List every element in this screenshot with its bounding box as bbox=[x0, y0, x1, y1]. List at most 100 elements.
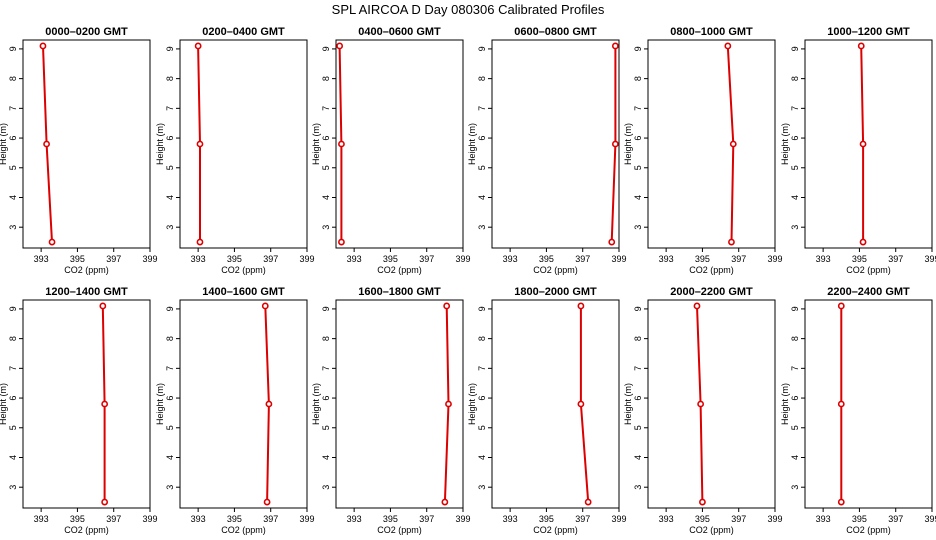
y-tick-label: 6 bbox=[633, 136, 643, 141]
y-tick-label: 9 bbox=[477, 46, 487, 51]
panel-title: 0600–0800 GMT bbox=[514, 26, 597, 38]
y-tick-label: 8 bbox=[8, 336, 18, 341]
data-point bbox=[336, 42, 344, 50]
y-tick-label: 9 bbox=[165, 306, 175, 311]
data-point bbox=[857, 42, 865, 50]
y-tick-label: 6 bbox=[477, 136, 487, 141]
y-tick-label: 5 bbox=[8, 425, 18, 430]
y-tick-label: 7 bbox=[790, 106, 800, 111]
panel-title: 0000–0200 GMT bbox=[45, 26, 128, 38]
y-tick-label: 4 bbox=[633, 455, 643, 460]
x-tick-label: 397 bbox=[419, 254, 434, 264]
y-tick-label: 3 bbox=[477, 485, 487, 490]
plot-frame bbox=[335, 299, 464, 509]
panel-6: 1000–1200 GMT 393 395 397 399 3 4 5 6 7 8 9 CO2 (ppm… bbox=[780, 26, 936, 275]
x-axis-label: CO2 (ppm) bbox=[221, 525, 266, 535]
plot-frame bbox=[804, 39, 933, 249]
panel-title: 2000–2200 GMT bbox=[670, 286, 753, 298]
y-tick-label: 5 bbox=[477, 165, 487, 170]
x-tick-label: 395 bbox=[70, 514, 85, 524]
x-axis-label: CO2 (ppm) bbox=[377, 265, 422, 275]
y-tick-label: 3 bbox=[321, 225, 331, 230]
x-axis-label: CO2 (ppm) bbox=[846, 525, 891, 535]
y-tick-label: 4 bbox=[477, 455, 487, 460]
y-tick-label: 9 bbox=[790, 46, 800, 51]
x-tick-label: 397 bbox=[888, 514, 903, 524]
data-point bbox=[99, 302, 107, 310]
x-tick-label: 399 bbox=[142, 514, 157, 524]
y-tick-label: 7 bbox=[321, 106, 331, 111]
x-tick-label: 395 bbox=[227, 514, 242, 524]
x-tick-label: 397 bbox=[263, 254, 278, 264]
y-tick-label: 5 bbox=[321, 425, 331, 430]
x-tick-label: 397 bbox=[263, 514, 278, 524]
x-tick-label: 399 bbox=[455, 254, 470, 264]
y-tick-label: 3 bbox=[633, 225, 643, 230]
y-tick-label: 3 bbox=[8, 485, 18, 490]
y-tick-label: 4 bbox=[321, 455, 331, 460]
y-axis-label: Height (m) bbox=[467, 383, 477, 425]
data-point bbox=[611, 42, 619, 50]
x-tick-label: 397 bbox=[106, 514, 121, 524]
x-axis-label: CO2 (ppm) bbox=[689, 525, 734, 535]
x-tick-label: 393 bbox=[816, 254, 831, 264]
y-tick-label: 9 bbox=[790, 306, 800, 311]
y-tick-label: 3 bbox=[477, 225, 487, 230]
data-point bbox=[724, 42, 732, 50]
y-tick-label: 9 bbox=[633, 306, 643, 311]
plot-frame bbox=[179, 39, 308, 249]
x-tick-label: 395 bbox=[695, 514, 710, 524]
x-tick-label: 397 bbox=[419, 514, 434, 524]
y-tick-label: 8 bbox=[321, 76, 331, 81]
x-tick-label: 395 bbox=[383, 254, 398, 264]
data-point bbox=[859, 238, 867, 246]
panel-12: 2200–2400 GMT 393 395 397 399 3 4 5 6 7 8 9 CO2 (ppm… bbox=[780, 286, 936, 535]
panel-title: 1400–1600 GMT bbox=[202, 286, 285, 298]
y-tick-label: 9 bbox=[633, 46, 643, 51]
x-tick-label: 395 bbox=[539, 254, 554, 264]
y-tick-label: 3 bbox=[165, 485, 175, 490]
data-point bbox=[837, 498, 845, 506]
x-tick-label: 399 bbox=[455, 514, 470, 524]
x-tick-label: 399 bbox=[611, 514, 626, 524]
y-tick-label: 8 bbox=[477, 336, 487, 341]
x-axis-label: CO2 (ppm) bbox=[689, 265, 734, 275]
y-tick-label: 9 bbox=[477, 306, 487, 311]
panel-title: 1000–1200 GMT bbox=[827, 26, 910, 38]
data-point bbox=[48, 238, 56, 246]
y-tick-label: 4 bbox=[321, 195, 331, 200]
x-tick-label: 395 bbox=[852, 514, 867, 524]
y-tick-label: 6 bbox=[8, 396, 18, 401]
x-tick-label: 399 bbox=[299, 254, 314, 264]
y-tick-label: 8 bbox=[165, 76, 175, 81]
data-point bbox=[101, 400, 109, 408]
y-tick-label: 8 bbox=[477, 76, 487, 81]
y-tick-label: 6 bbox=[8, 136, 18, 141]
y-tick-label: 5 bbox=[165, 425, 175, 430]
y-axis-label: Height (m) bbox=[623, 123, 633, 165]
data-point bbox=[263, 498, 271, 506]
x-tick-label: 395 bbox=[539, 514, 554, 524]
y-tick-label: 6 bbox=[790, 136, 800, 141]
y-tick-label: 6 bbox=[790, 396, 800, 401]
x-tick-label: 395 bbox=[70, 254, 85, 264]
y-tick-label: 4 bbox=[8, 455, 18, 460]
data-point bbox=[338, 140, 345, 148]
data-point bbox=[101, 498, 109, 506]
panel-4: 0600–0800 GMT 393 395 397 399 3 4 5 6 7 8 9 CO2 (ppm… bbox=[467, 26, 627, 275]
panel-5: 0800–1000 GMT 393 395 397 399 3 4 5 6 7 8 9 CO2 (ppm… bbox=[623, 26, 783, 275]
y-tick-label: 8 bbox=[633, 336, 643, 341]
y-tick-label: 9 bbox=[8, 306, 18, 311]
y-tick-label: 3 bbox=[8, 225, 18, 230]
x-tick-label: 397 bbox=[106, 254, 121, 264]
y-tick-label: 5 bbox=[633, 165, 643, 170]
panel-title: 0200–0400 GMT bbox=[202, 26, 285, 38]
y-tick-label: 5 bbox=[790, 165, 800, 170]
y-axis-label: Height (m) bbox=[467, 123, 477, 165]
y-tick-label: 4 bbox=[633, 195, 643, 200]
y-tick-label: 4 bbox=[165, 195, 175, 200]
data-point bbox=[837, 400, 845, 408]
y-tick-label: 3 bbox=[633, 485, 643, 490]
y-tick-label: 5 bbox=[790, 425, 800, 430]
